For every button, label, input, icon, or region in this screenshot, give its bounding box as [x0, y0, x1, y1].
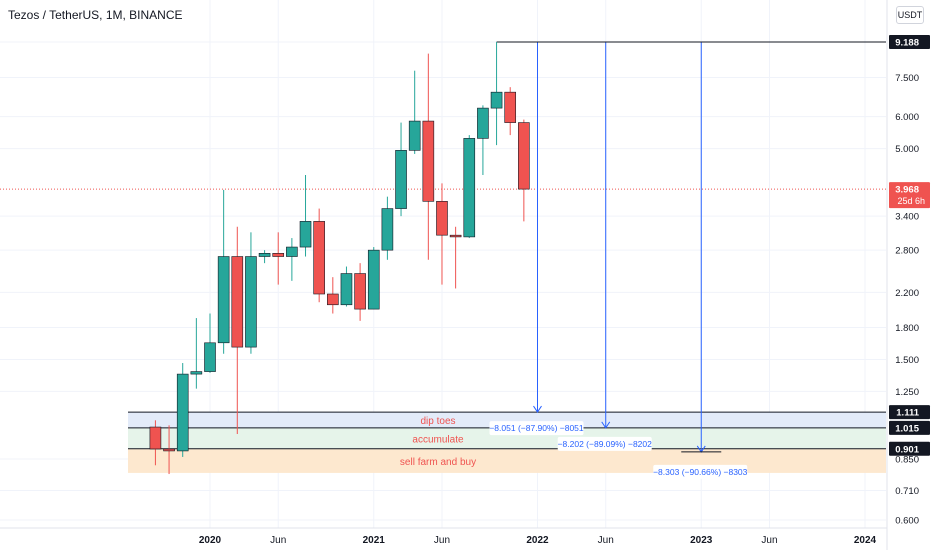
candle-body	[449, 234, 462, 238]
zone-label: dip toes	[420, 416, 455, 427]
candle-body	[381, 208, 394, 251]
candle-body	[313, 221, 325, 295]
x-tick-label: 2021	[363, 535, 386, 546]
projection-arrowhead	[533, 405, 542, 413]
zone-label: sell farm and buy	[400, 457, 476, 468]
y-tick-label: 1.800	[895, 323, 919, 334]
price-label-text: 0.901	[895, 444, 919, 455]
candle-body	[395, 150, 407, 209]
candle-body	[176, 373, 189, 452]
currency-button[interactable]: USDT	[896, 6, 924, 24]
zone-box	[128, 448, 886, 473]
projection-label-bg	[653, 464, 748, 479]
candle-body	[367, 249, 380, 310]
candle-body	[340, 273, 353, 306]
price-label-text: 1.111	[896, 408, 919, 419]
y-tick-label: 2.800	[895, 246, 919, 257]
candle-body	[204, 342, 216, 372]
x-tick-label: Jun	[598, 535, 614, 546]
price-label-box	[889, 420, 930, 435]
candle-body	[436, 201, 448, 236]
zone-box	[128, 427, 886, 449]
price-label-countdown: 25d 6h	[897, 196, 925, 206]
projection-arrowhead	[601, 421, 611, 429]
y-tick-label: 1.500	[895, 355, 919, 366]
x-tick-label: Jun	[761, 535, 777, 546]
x-tick-label: 2020	[199, 535, 222, 546]
zone-label: accumulate	[412, 434, 464, 445]
x-tick-label: 2024	[854, 535, 877, 546]
price-label-text: 9.188	[895, 38, 919, 49]
y-tick-label: 0.600	[895, 516, 919, 527]
candle-body	[163, 448, 175, 452]
price-label-text: 1.015	[895, 423, 919, 434]
candle-body	[286, 246, 298, 257]
zone-box	[128, 412, 886, 428]
x-tick-label: Jun	[434, 535, 450, 546]
candle-body	[299, 221, 312, 248]
price-label-box	[889, 405, 930, 420]
chart-title: Tezos / TetherUS, 1M, BINANCE	[8, 8, 183, 22]
price-label-box	[889, 182, 930, 209]
projection-label: −8.051 (−87.90%) −8051	[489, 423, 584, 433]
candle-body	[518, 122, 530, 190]
y-tick-label: 7.500	[895, 73, 919, 84]
candle-body	[327, 293, 339, 306]
candle-body	[408, 120, 421, 151]
projection-label: −8.202 (−89.09%) −8202	[558, 439, 653, 449]
price-axis-bg	[887, 0, 932, 550]
candle-body	[490, 91, 503, 109]
x-tick-label: 2023	[690, 535, 713, 546]
price-label-box	[889, 441, 930, 456]
projection-label-bg	[489, 421, 584, 436]
y-tick-label: 0.710	[895, 486, 919, 497]
y-tick-label: 5.000	[895, 144, 919, 155]
y-tick-label: 1.250	[895, 387, 919, 398]
candle-body	[217, 256, 230, 344]
y-tick-label: 0.850	[895, 454, 919, 465]
candle-body	[190, 371, 203, 375]
price-label-text: 3.968	[895, 185, 919, 196]
candle-body	[258, 253, 271, 257]
candle-body	[477, 107, 489, 139]
candle-body	[272, 253, 285, 257]
projection-label-bg	[557, 436, 652, 451]
candle-body	[422, 120, 435, 202]
y-tick-label: 3.400	[895, 212, 919, 223]
projection-label: −8.303 (−90.66%) −8303	[653, 467, 748, 477]
candle-body	[504, 91, 517, 123]
candle-body	[354, 273, 366, 310]
x-tick-label: 2022	[526, 535, 549, 546]
y-tick-label: 6.000	[895, 112, 919, 123]
candle-body	[245, 256, 257, 348]
candle-body	[463, 138, 476, 238]
x-tick-label: Jun	[270, 535, 286, 546]
y-tick-label: 2.200	[895, 288, 919, 299]
candle-body	[149, 426, 162, 450]
candle-body	[231, 256, 244, 348]
price-label-box	[889, 35, 930, 49]
